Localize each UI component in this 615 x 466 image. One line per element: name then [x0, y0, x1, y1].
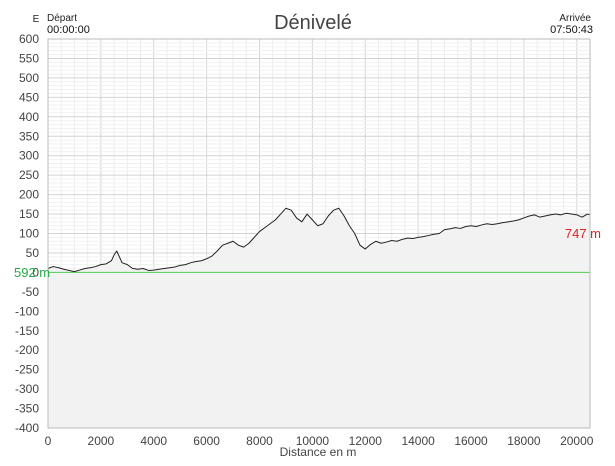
y-tick-label: -50 [22, 285, 40, 299]
start-label: Départ [47, 13, 77, 24]
y-tick-label: 50 [26, 246, 40, 260]
y-unit-mark: E [33, 14, 40, 25]
y-tick-label: -200 [15, 343, 39, 357]
end-elevation-annotation: 747 m [565, 226, 601, 241]
y-tick-label: 300 [19, 149, 39, 163]
x-axis-label: Distance en m [280, 445, 357, 459]
elevation-series-line [47, 207, 591, 273]
y-tick-label: 0 [32, 265, 39, 279]
elevation-area-fill [48, 208, 590, 428]
y-tick-label: 200 [19, 188, 39, 202]
end-label: Arrivée [559, 13, 591, 24]
area-layer [47, 207, 591, 428]
end-time: 07:50:43 [550, 24, 593, 36]
start-elevation-annotation: 592 m [14, 265, 50, 280]
axis-layer: 600550500450400350300250200150100500-50-… [15, 32, 594, 448]
y-tick-label: 350 [19, 129, 39, 143]
x-tick-label: 4000 [140, 434, 167, 448]
y-tick-label: 250 [19, 168, 39, 182]
x-tick-label: 12000 [349, 434, 383, 448]
x-tick-label: 6000 [193, 434, 220, 448]
y-tick-label: -150 [15, 324, 39, 338]
x-tick-label: 8000 [246, 434, 273, 448]
x-tick-label: 2000 [88, 434, 115, 448]
y-tick-label: -350 [15, 402, 39, 416]
y-tick-label: 100 [19, 227, 39, 241]
chart-title: Dénivelé [274, 12, 352, 34]
y-tick-label: -400 [15, 421, 39, 435]
x-tick-label: 14000 [401, 434, 435, 448]
y-tick-label: -300 [15, 382, 39, 396]
start-time: 00:00:00 [47, 24, 90, 36]
y-tick-label: -250 [15, 363, 39, 377]
y-tick-label: 500 [19, 71, 39, 85]
x-tick-label: 20000 [560, 434, 594, 448]
x-tick-label: 16000 [454, 434, 488, 448]
y-tick-label: 600 [19, 32, 39, 46]
y-tick-label: -100 [15, 304, 39, 318]
y-tick-label: 400 [19, 110, 39, 124]
y-tick-label: 550 [19, 51, 39, 65]
y-tick-label: 450 [19, 90, 39, 104]
y-tick-label: 150 [19, 207, 39, 221]
x-tick-label: 0 [45, 434, 52, 448]
x-tick-label: 10000 [296, 434, 330, 448]
x-tick-label: 18000 [507, 434, 541, 448]
plot-frame [47, 38, 591, 429]
